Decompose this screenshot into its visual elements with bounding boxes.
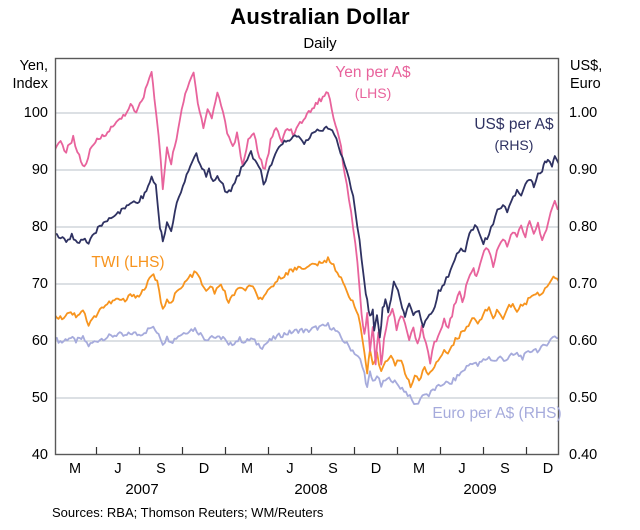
right-axis-tick-0.60: 0.60 (569, 332, 598, 349)
x-axis-month-label: S (328, 461, 338, 477)
series-label-usd: US$ per A$ (RHS) (474, 114, 553, 156)
chart-title: Australian Dollar (230, 4, 410, 29)
series-label-usd-line1: US$ per A$ (474, 116, 554, 133)
series-label-euro: Euro per A$ (RHS) (432, 403, 561, 424)
left-axis-tick-40: 40 (31, 447, 48, 463)
left-axis-header: Yen, Index (2, 57, 48, 93)
x-axis-year-2009: 2009 (463, 481, 497, 498)
series-label-yen: Yen per A$ (LHS) (335, 62, 410, 104)
x-axis-month-label: D (542, 461, 554, 477)
sources-note: Sources: RBA; Thomson Reuters; WM/Reuter… (52, 505, 324, 520)
series-line-twi (55, 256, 559, 389)
series-label-usd-line2: (RHS) (494, 137, 534, 153)
left-axis-tick-60: 60 (31, 332, 48, 349)
right-axis-tick-1.00: 1.00 (569, 104, 598, 121)
left-axis-tick-50: 50 (31, 389, 48, 406)
x-axis-month-label: J (458, 461, 466, 477)
left-axis-header-line1: Yen, (19, 58, 49, 74)
x-axis-month-label: M (412, 461, 426, 477)
right-axis-tick-0.40: 0.40 (569, 447, 598, 463)
left-axis-tick-80: 80 (31, 218, 48, 235)
left-axis-tick-70: 70 (31, 275, 48, 292)
left-axis-tick-90: 90 (31, 161, 48, 178)
x-axis-year-2008: 2008 (294, 481, 328, 498)
series-label-yen-line2: (LHS) (354, 85, 392, 101)
series-line-usd (55, 125, 559, 339)
x-axis-month-label: D (198, 461, 210, 477)
series-label-yen-line1: Yen per A$ (335, 64, 411, 81)
series-label-twi-line1: TWI (LHS) (91, 254, 165, 271)
series-label-twi: TWI (LHS) (91, 252, 164, 273)
plot-frame (54, 57, 560, 456)
x-axis-month-label: J (286, 461, 294, 477)
x-axis-month-label: J (114, 461, 122, 477)
right-axis-header-line2: Euro (570, 76, 601, 92)
left-axis-header-line2: Index (12, 76, 48, 92)
series-line-euro (55, 321, 559, 406)
x-axis-month-label: M (68, 461, 82, 477)
x-axis-year-2007: 2007 (125, 481, 159, 498)
left-axis-tick-100: 100 (23, 104, 48, 121)
right-axis-tick-0.70: 0.70 (569, 275, 598, 292)
x-axis-month-label: S (156, 461, 166, 477)
right-axis-tick-0.50: 0.50 (569, 389, 598, 406)
x-axis-month-label: M (240, 461, 254, 477)
chart-subtitle: Daily (303, 35, 337, 52)
right-axis-header: US$, Euro (570, 57, 630, 93)
right-axis-tick-0.80: 0.80 (569, 218, 598, 235)
right-axis-header-line1: US$, (570, 58, 603, 74)
series-label-euro-line1: Euro per A$ (RHS) (432, 405, 562, 422)
x-axis-month-label: D (370, 461, 382, 477)
series-line-yen (55, 71, 559, 366)
right-axis-tick-0.90: 0.90 (569, 161, 598, 178)
x-axis-month-label: S (500, 461, 510, 477)
